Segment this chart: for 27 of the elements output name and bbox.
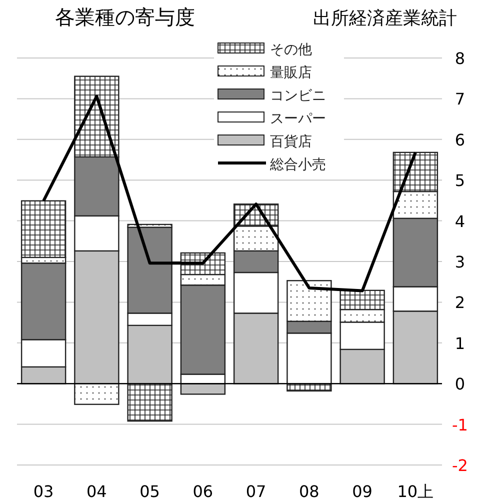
y-tick-label: 6 — [454, 130, 466, 150]
x-tick-label: 07 — [246, 482, 266, 501]
legend-label: その他 — [270, 42, 312, 58]
legend-label: スーパー — [270, 111, 326, 127]
y-tick-label: 5 — [454, 171, 466, 190]
x-tick-label: 08 — [299, 482, 320, 501]
text: 出所経済産業統計 — [313, 8, 457, 29]
legend-label: 総合小売 — [269, 157, 326, 173]
y-tick-label: -1 — [452, 415, 468, 434]
x-tick-label: 05 — [140, 482, 160, 501]
y-tick-label: 3 — [454, 252, 466, 272]
y-tick-label: 0 — [454, 374, 466, 394]
legend-label: コンビニ — [270, 88, 326, 104]
x-tick-label: 10上 — [397, 482, 434, 501]
y-tick-label: -2 — [452, 456, 468, 475]
y-tick-label: 7 — [454, 90, 466, 109]
x-tick-label: 09 — [352, 482, 372, 501]
chart-title: 各業種の寄与度 — [55, 5, 195, 29]
legend-label: 百貨店 — [270, 134, 312, 150]
x-tick-label: 06 — [192, 482, 214, 501]
y-tick-label: 8 — [454, 49, 466, 68]
legend-label: 量販店 — [270, 65, 312, 81]
y-tick-label: 4 — [454, 212, 466, 231]
x-tick-label: 04 — [86, 482, 107, 501]
y-tick-label: 1 — [454, 334, 466, 353]
x-tick-label: 03 — [33, 482, 54, 501]
y-tick-label: 2 — [454, 293, 466, 312]
